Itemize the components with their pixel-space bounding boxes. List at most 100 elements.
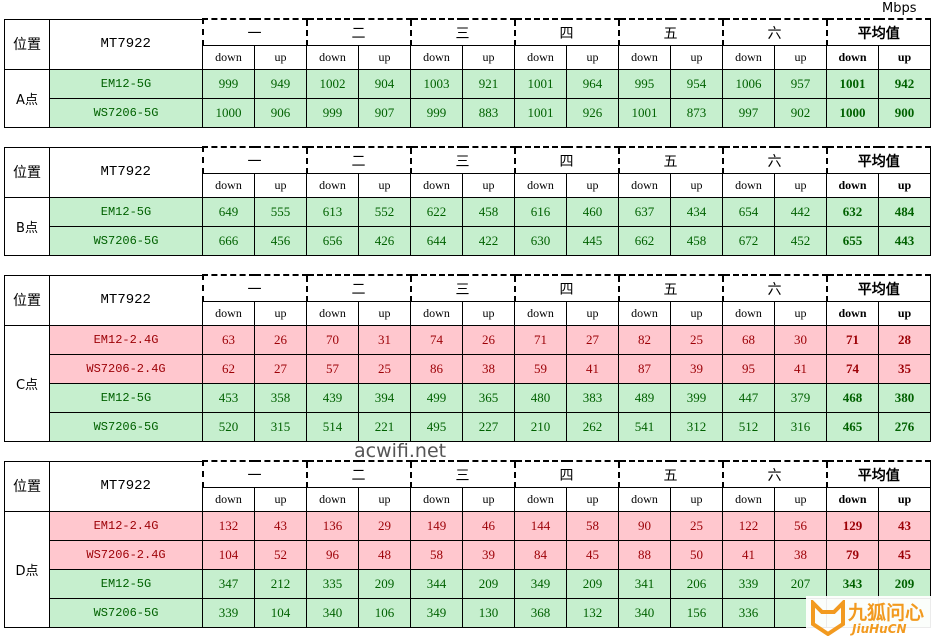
- subheader: up: [566, 45, 619, 70]
- subheader: up: [878, 301, 931, 326]
- value-cell: 445: [566, 226, 619, 256]
- value-cell: 622: [410, 197, 463, 227]
- value-cell: 541: [618, 412, 671, 442]
- unit: Mbps: [882, 1, 917, 16]
- group-header: 平均值: [825, 146, 931, 174]
- subheader: up: [670, 487, 723, 512]
- header-row: 位置 MT7922 一二三四五六平均值: [4, 274, 931, 326]
- group-header: 三: [409, 274, 515, 302]
- value-cell: 26: [254, 325, 307, 355]
- watermark: acwifi.net: [354, 440, 447, 462]
- value-cell: 209: [566, 569, 619, 599]
- subheader: up: [462, 487, 515, 512]
- subheader: down: [722, 45, 775, 70]
- value-cell: 210: [514, 412, 567, 442]
- value-cell: 316: [774, 412, 827, 442]
- value-cell: 656: [306, 226, 359, 256]
- data-row: EM12-5G 453 358 439 394 499 365 480 383 489 399 447…: [5, 383, 931, 413]
- value-cell: 27: [254, 354, 307, 384]
- value-cell: 28: [878, 325, 931, 355]
- value-cell: 434: [670, 197, 723, 227]
- point-label: C点: [4, 325, 50, 442]
- value-cell: 25: [670, 325, 723, 355]
- subheader: up: [774, 45, 827, 70]
- value-cell: 456: [254, 226, 307, 256]
- subheader: up: [670, 173, 723, 198]
- value-cell: 104: [202, 540, 255, 570]
- value-cell: 399: [670, 383, 723, 413]
- value-cell: 347: [202, 569, 255, 599]
- value-cell: 207: [774, 569, 827, 599]
- subheader-row: down up down up down up down up down up down up down…: [5, 173, 931, 198]
- value-cell: 26: [462, 325, 515, 355]
- value-cell: 149: [410, 511, 463, 541]
- value-cell: 312: [670, 412, 723, 442]
- subheader: down: [410, 173, 463, 198]
- value-cell: 906: [254, 98, 307, 128]
- subheader: up: [358, 173, 411, 198]
- value-cell: 30: [774, 325, 827, 355]
- value-cell: 512: [722, 412, 775, 442]
- value-cell: 447: [722, 383, 775, 413]
- value-cell: 632: [826, 197, 879, 227]
- group-header: 六: [721, 146, 827, 174]
- value-cell: 902: [774, 98, 827, 128]
- subheader: down: [514, 301, 567, 326]
- subheader: up: [254, 487, 307, 512]
- group-header: 四: [513, 18, 619, 46]
- value-cell: 74: [826, 354, 879, 384]
- subheader: down: [514, 173, 567, 198]
- subheader: up: [358, 301, 411, 326]
- value-cell: 630: [514, 226, 567, 256]
- row-name: EM12-5G: [49, 569, 203, 599]
- subheader: down: [826, 173, 879, 198]
- value-cell: 672: [722, 226, 775, 256]
- group-header: 六: [721, 460, 827, 488]
- subheader: down: [826, 301, 879, 326]
- value-cell: 484: [878, 197, 931, 227]
- point-label: A点: [4, 69, 50, 128]
- value-cell: 39: [670, 354, 723, 384]
- subheader: down: [722, 487, 775, 512]
- value-cell: 132: [566, 598, 619, 628]
- value-cell: 43: [254, 511, 307, 541]
- subheader: down: [722, 173, 775, 198]
- data-row: EM12-5G 347 212 335 209 344 209 349 209 341 206 339…: [5, 569, 931, 599]
- value-cell: 655: [826, 226, 879, 256]
- subheader: down: [514, 45, 567, 70]
- subheader: down: [618, 173, 671, 198]
- group-header: 六: [721, 18, 827, 46]
- value-cell: 616: [514, 197, 567, 227]
- value-cell: 35: [878, 354, 931, 384]
- value-cell: 339: [202, 598, 255, 628]
- value-cell: 954: [670, 69, 723, 99]
- point-label: B点: [4, 197, 50, 256]
- subheader: down: [202, 301, 255, 326]
- logo-text: 九狐问心: [848, 602, 925, 624]
- value-cell: 552: [358, 197, 411, 227]
- row-name: EM12-5G: [49, 69, 203, 99]
- subheader: up: [878, 487, 931, 512]
- subheader: up: [670, 45, 723, 70]
- value-cell: 156: [670, 598, 723, 628]
- value-cell: 942: [878, 69, 931, 99]
- subheader: down: [306, 487, 359, 512]
- value-cell: 84: [514, 540, 567, 570]
- value-cell: 426: [358, 226, 411, 256]
- value-cell: 336: [722, 598, 775, 628]
- subheader: up: [774, 487, 827, 512]
- value-cell: 344: [410, 569, 463, 599]
- data-table: 位置 MT7922 一二三四五六平均值 down up down up down up down u…: [4, 274, 931, 442]
- value-cell: 957: [774, 69, 827, 99]
- data-row: WS7206-2.4G 104 52 96 48 58 39 84 45 88 50 41 38 79 45: [5, 540, 931, 570]
- group-header: 四: [513, 146, 619, 174]
- value-cell: 106: [358, 598, 411, 628]
- header-row: 位置 MT7922 一二三四五六平均值: [4, 146, 931, 198]
- value-cell: 88: [618, 540, 671, 570]
- data-row: A点 EM12-5G 999 949 1002 904 1003 921 1001 964 995 9…: [4, 69, 931, 128]
- data-row: C点 EM12-2.4G 63 26 70 31 74 26 71 27 82 25 68 30 71 28: [4, 325, 931, 442]
- device-header: MT7922: [49, 460, 203, 512]
- subheader: up: [462, 173, 515, 198]
- value-cell: 38: [462, 354, 515, 384]
- value-cell: 209: [358, 569, 411, 599]
